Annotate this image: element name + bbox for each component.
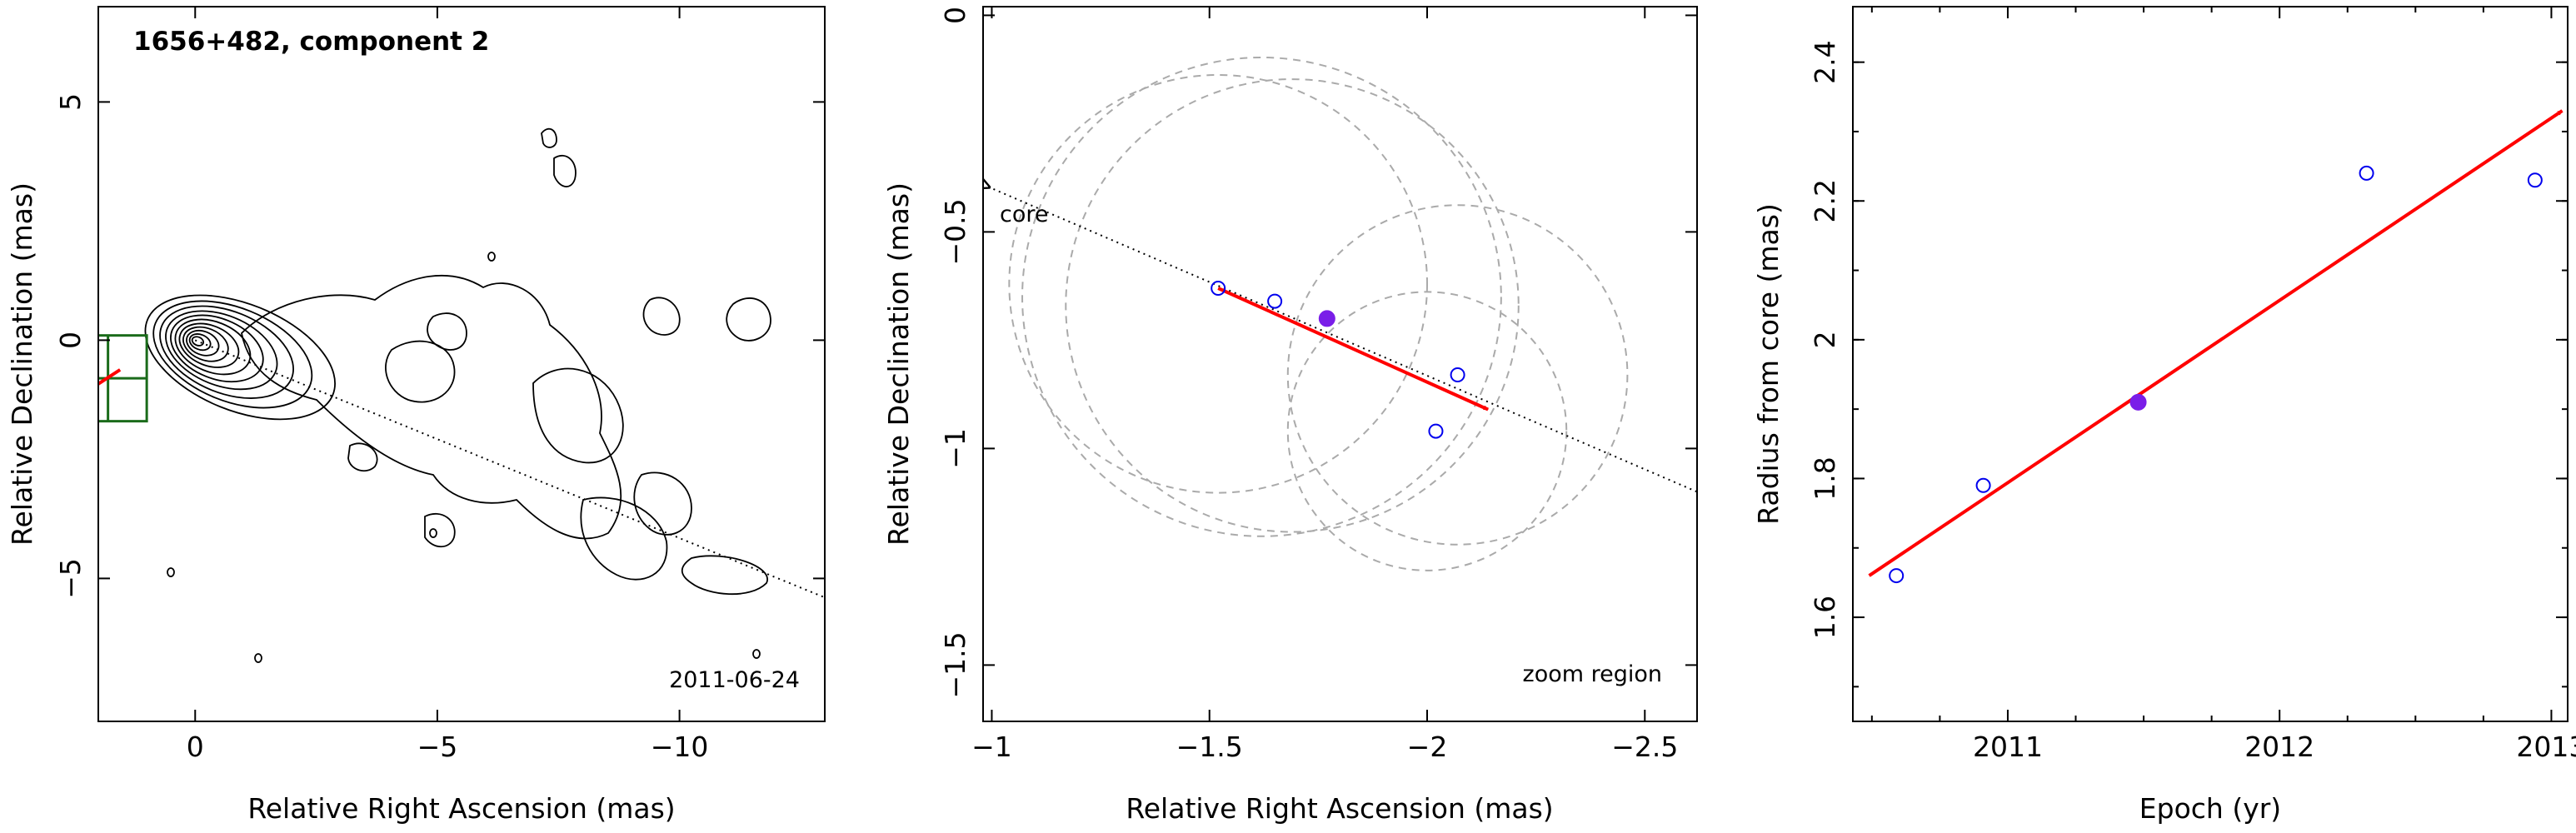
zoom-region-plot-area — [988, 56, 1697, 571]
beam-circle — [1286, 204, 1629, 546]
jet-contour — [427, 312, 467, 351]
contour-map-y-axis-title: Relative Declination (mas) — [6, 182, 38, 546]
core-contour — [152, 300, 313, 409]
core-contour — [178, 322, 240, 368]
jet-contour — [532, 367, 624, 464]
data-point-filled — [1318, 310, 1335, 327]
contour-map-title: 1656+482, component 2 — [133, 27, 489, 57]
radius-epoch-y-axis-title: Radius from core (mas) — [1752, 203, 1785, 525]
noise-contour — [752, 649, 761, 659]
core-label: core — [1000, 202, 1048, 227]
zoom-region-label: zoom region — [1523, 661, 1662, 687]
y-tick-label: 5 — [54, 93, 87, 111]
radius-epoch-panel: 2011 2012 2013 1.6 1.8 2 2.2 2.4 Epoch (yr) Rad… — [1752, 6, 2576, 825]
x-tick-label: 2012 — [2244, 731, 2314, 763]
x-tick-label: 2011 — [1973, 731, 2043, 763]
jet-contour — [424, 512, 456, 548]
zoom-region-axes: −1 −1.5 −2 −2.5 −1.5 −1 −0.5 0 — [939, 7, 1697, 763]
beam-circle — [1065, 78, 1520, 533]
data-point-open — [1211, 281, 1226, 296]
zoom-region-y-axis-title: Relative Declination (mas) — [882, 182, 915, 546]
data-point-open — [2359, 165, 2374, 181]
radius-epoch-x-axis-title: Epoch (yr) — [2139, 792, 2281, 825]
data-point-open — [1889, 568, 1905, 584]
zoom-region-x-axis-title: Relative Right Ascension (mas) — [1126, 792, 1553, 825]
jet-contour — [681, 555, 768, 596]
radius-epoch-frame — [1852, 6, 2569, 722]
core-contour — [159, 305, 294, 399]
component-marker — [90, 380, 97, 387]
jet-axis-line — [194, 339, 825, 599]
contour-map-panel: 0 −5 −10 −5 0 5 1656+482, component 2 2011-06… — [6, 6, 826, 825]
core-contour — [186, 329, 220, 357]
noise-contour — [487, 252, 496, 262]
y-tick-label: 2.4 — [1809, 40, 1841, 83]
contour-map-axes: 0 −5 −10 −5 0 5 — [54, 7, 825, 763]
y-tick-label: 1.8 — [1809, 456, 1841, 500]
motion-vector-arrow — [1217, 287, 1489, 412]
y-tick-label: −1.5 — [939, 631, 971, 698]
data-point-open — [1975, 477, 1991, 493]
jet-contour — [633, 471, 692, 536]
x-tick-label: −5 — [417, 731, 458, 763]
beam-circle — [1021, 56, 1502, 537]
y-tick-label: −1 — [939, 428, 971, 469]
jet-contour — [241, 274, 622, 540]
x-tick-label: −2.5 — [1611, 731, 1678, 763]
core-contour — [170, 314, 264, 383]
epoch-label: 2011-06-24 — [669, 667, 800, 693]
contour-map-plot-area — [90, 127, 825, 663]
y-tick-label: −5 — [54, 558, 87, 599]
noise-contour — [254, 653, 262, 663]
x-tick-label: 2013 — [2516, 731, 2576, 763]
x-tick-label: −2 — [1407, 731, 1448, 763]
core-contour — [174, 318, 252, 376]
y-tick-label: −0.5 — [939, 198, 971, 265]
y-tick-label: 0 — [54, 332, 87, 349]
jet-contour — [385, 340, 456, 403]
y-tick-label: 2 — [1809, 331, 1841, 348]
jet-contour — [642, 297, 681, 336]
jet-contour — [553, 154, 577, 187]
data-point-open — [1267, 293, 1283, 309]
contour-map-frame — [97, 6, 826, 722]
data-point-open — [1450, 367, 1465, 382]
zoom-region-panel: −1 −1.5 −2 −2.5 −1.5 −1 −0.5 0 core zoom region… — [882, 6, 1698, 825]
jet-axis-line — [988, 187, 1697, 493]
beam-circle — [1008, 73, 1429, 494]
contour-map-x-axis-title: Relative Right Ascension (mas) — [247, 792, 675, 825]
jet-contour — [726, 297, 771, 342]
zoom-region-frame — [982, 6, 1698, 722]
radius-epoch-axes: 2011 2012 2013 1.6 1.8 2 2.2 2.4 — [1809, 7, 2576, 763]
y-tick-label: 0 — [939, 7, 971, 24]
jet-contour — [541, 127, 557, 148]
core-contour — [191, 336, 205, 347]
y-tick-label: 1.6 — [1809, 596, 1841, 639]
noise-contour — [167, 567, 175, 577]
jet-contour — [347, 442, 378, 472]
noise-contour — [429, 528, 437, 538]
x-tick-label: 0 — [187, 731, 204, 763]
x-tick-label: −10 — [651, 731, 709, 763]
y-tick-label: 2.2 — [1809, 179, 1841, 222]
fit-arrow — [1868, 109, 2564, 577]
radius-epoch-plot-area — [1868, 109, 2564, 584]
motion-vector-arrow — [98, 368, 122, 387]
x-tick-label: −1.5 — [1176, 731, 1243, 763]
x-tick-label: −1 — [971, 731, 1012, 763]
core-contour — [188, 333, 212, 352]
jet-contour — [580, 496, 668, 581]
core-contour — [144, 294, 336, 421]
data-point-open — [2527, 172, 2543, 188]
core-contour — [165, 310, 278, 391]
core-contour — [182, 326, 229, 362]
data-point-open — [1428, 423, 1444, 439]
beam-circle — [1286, 291, 1568, 571]
data-point-filled — [2129, 393, 2147, 411]
